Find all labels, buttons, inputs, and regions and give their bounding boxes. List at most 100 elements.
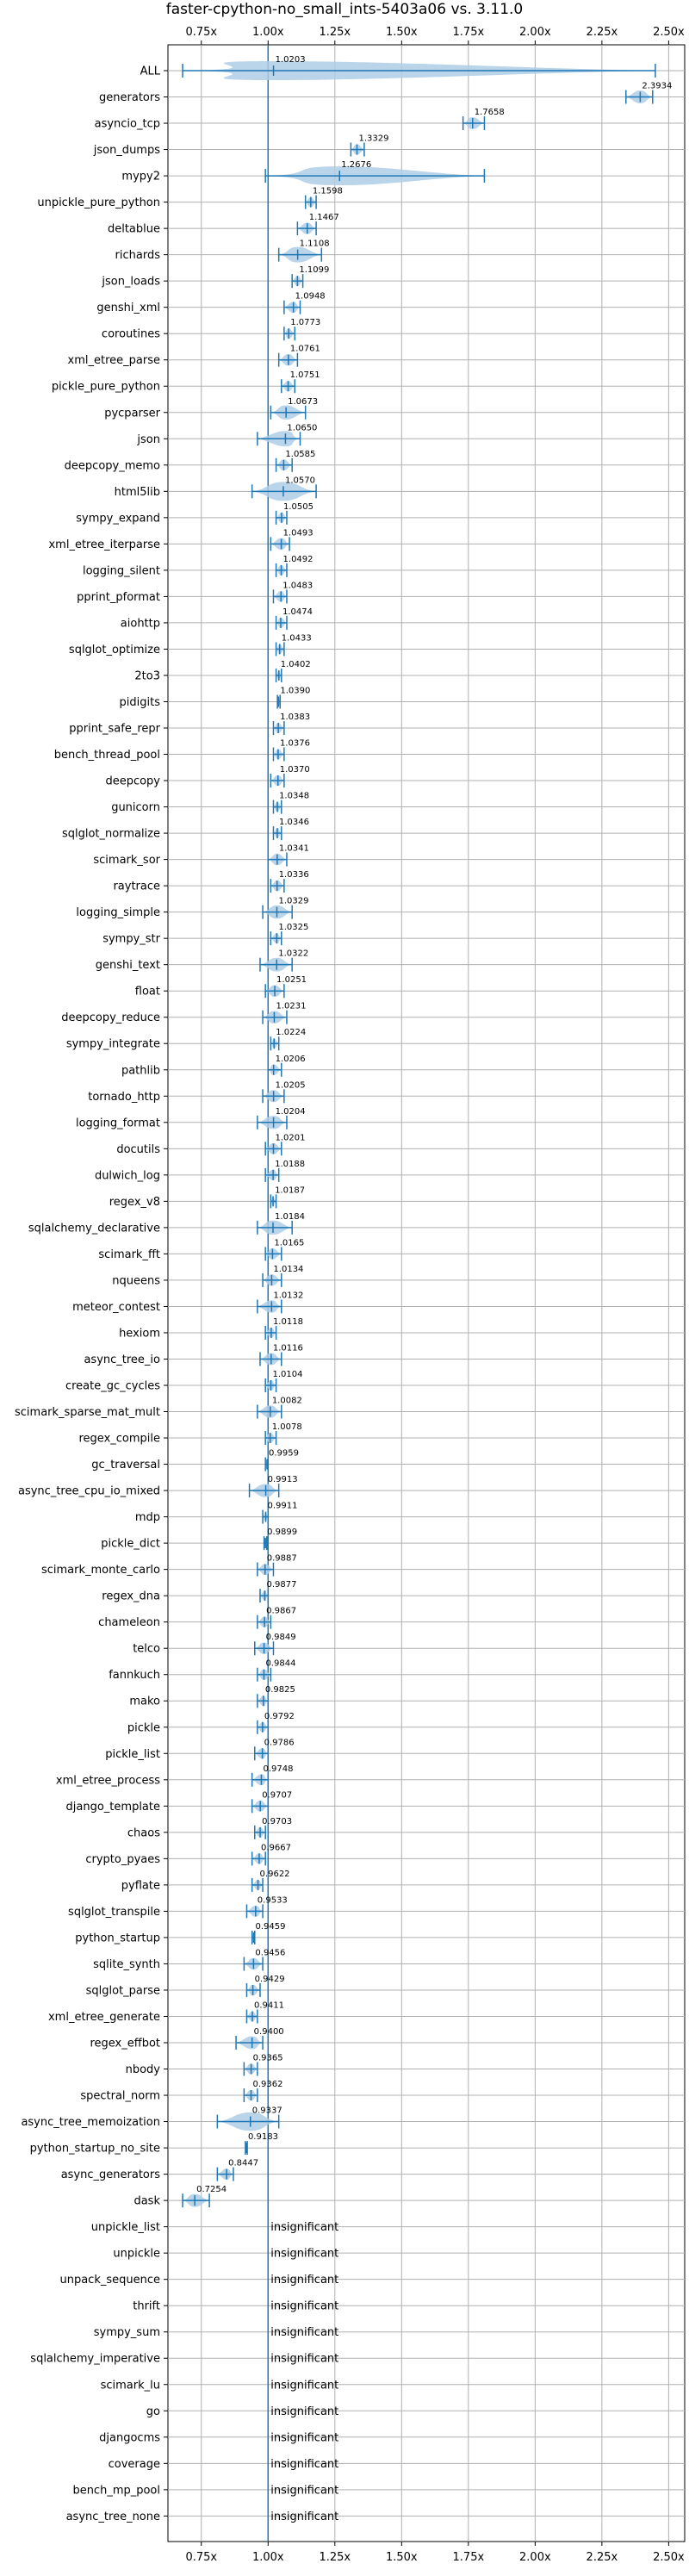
value-label: 1.0224 [276,1028,306,1037]
violin-tornado_http [262,1089,285,1104]
benchmark-label: async_tree_cpu_io_mixed [18,1485,160,1498]
value-label: 0.9825 [265,1685,295,1695]
benchmark-label: docutils [116,1143,160,1156]
value-label: 0.9887 [267,1554,297,1564]
violin-scimark_monte_carlo [257,1562,275,1577]
violin-sympy_integrate [270,1036,280,1051]
benchmark-label: regex_compile [78,1433,160,1446]
violin-coroutines [283,327,296,341]
benchmark-label: logging_simple [76,906,160,919]
value-label: 0.9899 [267,1528,297,1537]
value-label: 0.9792 [264,1712,295,1721]
benchmark-label: bench_mp_pool [72,2484,160,2497]
benchmark-label: pidigits [120,696,161,709]
benchmark-label: 2to3 [134,669,160,682]
value-label: 1.0187 [275,1185,305,1195]
insignificant-label: insignificant [270,2405,338,2418]
benchmark-label: unpickle [113,2248,160,2261]
benchmark-label: sqlalchemy_imperative [30,2353,160,2366]
violin-pickle_list [254,1746,270,1761]
benchmark-label: djangocms [99,2431,160,2444]
benchmark-label: asyncio_tcp [95,118,160,131]
value-label: 0.7254 [196,2185,227,2194]
benchmark-label: html5lib [115,486,160,499]
benchmark-label: regex_v8 [109,1196,160,1209]
benchmark-label: xml_etree_iterparse [48,538,160,551]
benchmark-label: dulwich_log [95,1169,160,1182]
benchmark-label: create_gc_cycles [65,1380,160,1393]
value-label: 1.0673 [288,397,318,407]
value-label: 1.0118 [273,1317,303,1327]
benchmark-label: raytrace [113,880,160,893]
benchmark-label: pickle_list [105,1748,160,1761]
benchmark-label: sqlglot_transpile [68,1906,160,1919]
benchmark-label: pprint_safe_repr [69,723,160,736]
plot-area-frame [167,44,686,2542]
value-label: 1.0203 [276,55,306,65]
benchmark-label: hexiom [119,1327,160,1340]
benchmark-label: sqlite_synth [93,1958,160,1971]
benchmark-label: async_tree_io [84,1353,160,1366]
chart-title: faster-cpython-no_small_ints-5403a06 vs.… [165,1,524,18]
value-label: 1.0082 [272,1397,302,1406]
benchmark-label: spectral_norm [80,2090,160,2103]
x-tick-label-bottom: 2.50x [653,2551,685,2564]
violin-logging_silent [275,563,288,577]
x-tick-label-top: 0.75x [185,26,217,39]
benchmark-label: deepcopy [105,775,160,788]
insignificant-label: insignificant [270,2431,338,2444]
violin-regex_v8 [270,1194,277,1209]
insignificant-label: insignificant [270,2511,338,2523]
value-label: 1.0761 [290,345,320,354]
value-label: 0.9533 [258,1895,288,1905]
benchmark-label: crypto_pyaes [85,1853,160,1866]
x-tick-label-top: 2.00x [519,26,551,39]
value-label: 1.0346 [279,818,309,827]
benchmark-label: scimark_monte_carlo [41,1564,160,1577]
benchmark-label: async_tree_none [66,2511,160,2523]
violin-json_dumps [350,142,365,157]
violin-meteor_contest [257,1299,282,1314]
benchmark-label: coroutines [102,328,160,341]
benchmark-label: meteor_contest [72,1301,160,1314]
value-label: 1.1108 [300,240,330,249]
benchmark-label: python_startup [75,1932,160,1944]
value-label: 1.0206 [276,1055,306,1064]
benchmark-label: pickle [127,1721,160,1734]
violin-scimark_sparse_mat_mult [257,1404,282,1419]
violin-hexiom [264,1325,277,1340]
value-label: 1.0341 [279,844,309,854]
violin-regex_effbot [235,2036,264,2050]
benchmark-label: float [135,986,160,999]
benchmark-label: deltablue [108,223,160,236]
violin-sqlglot_optimize [275,642,285,656]
benchmark-label: json [136,433,160,446]
violin-mdp [262,1509,270,1524]
violin-deepcopy_reduce [262,1010,288,1024]
violin-create_gc_cycles [264,1378,277,1392]
benchmark-label: unpack_sequence [59,2274,160,2287]
benchmark-label: django_template [66,1801,160,1814]
benchmark-label: sympy_integrate [66,1038,160,1051]
violin-pickle [257,1720,270,1734]
violin-dulwich_log [264,1167,280,1182]
value-label: 1.0205 [276,1080,306,1090]
value-label: 0.9183 [248,2132,278,2142]
x-tick-label-top: 1.00x [252,26,284,39]
benchmark-label: chaos [127,1826,160,1839]
violin-django_template [251,1799,270,1814]
violin-genshi_xml [283,300,301,314]
violin-nbody [243,2062,258,2076]
benchmark-label: gc_traversal [91,1459,160,1472]
benchmark-label: aiohttp [121,617,160,630]
benchmark-label: regex_dna [102,1590,160,1603]
value-label: 0.9400 [254,2027,284,2037]
value-label: 1.1467 [309,213,339,222]
value-label: 1.0201 [276,1133,306,1142]
violin-gunicorn [272,800,282,814]
x-tick-label-bottom: 1.25x [319,2551,351,2564]
x-tick-label-top: 2.25x [587,26,618,39]
value-label: 1.0751 [290,370,320,380]
violin-crypto_pyaes [251,1851,266,1866]
